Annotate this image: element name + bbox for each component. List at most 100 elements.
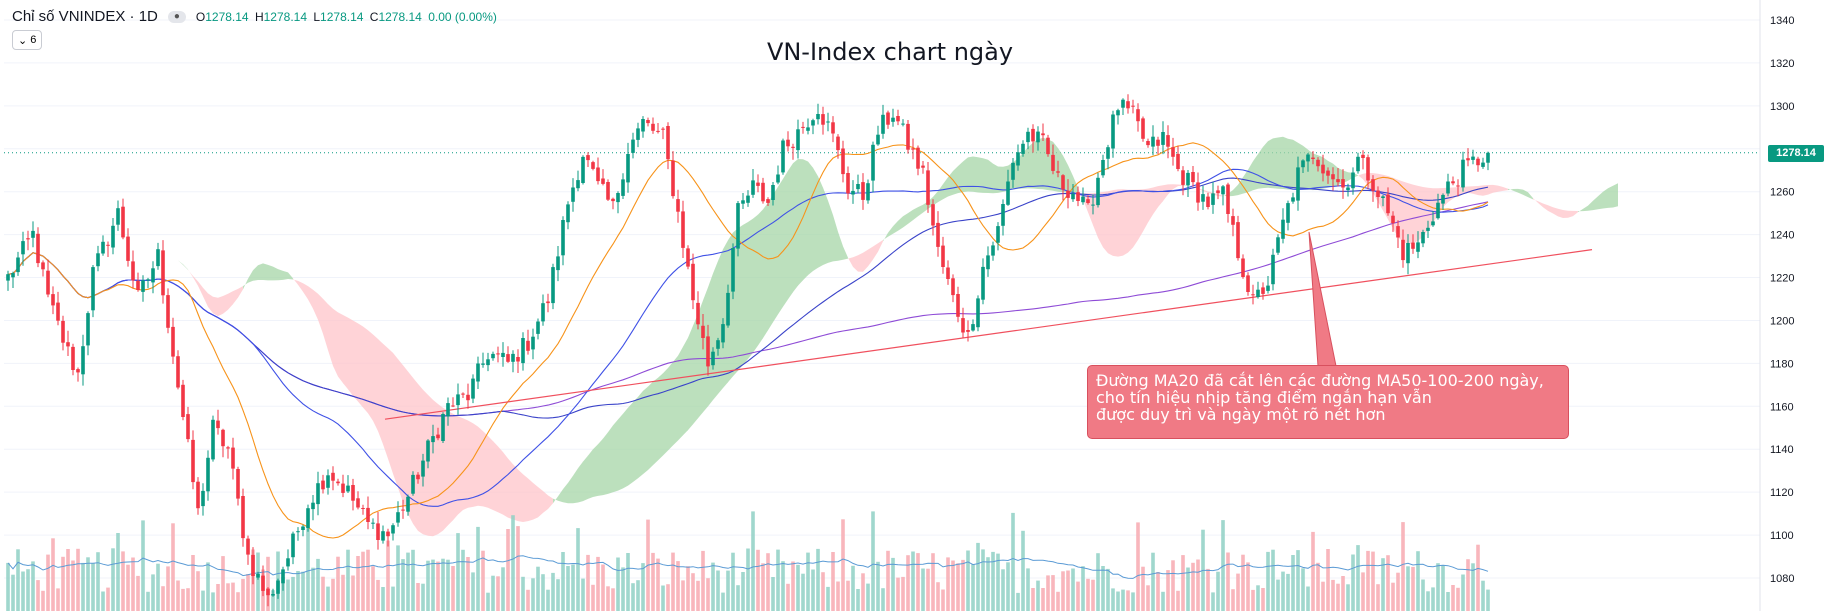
candle-body	[1451, 181, 1455, 184]
volume-bar	[586, 554, 590, 611]
volume-bar	[311, 567, 315, 611]
candle-body	[781, 140, 785, 173]
candle-body	[291, 533, 295, 558]
candle-body	[1456, 185, 1460, 187]
volume-bar	[1026, 568, 1030, 611]
volume-bar	[306, 528, 310, 611]
ichimoku-cloud	[138, 136, 1618, 537]
candle-body	[351, 485, 355, 501]
candle-body	[251, 554, 255, 576]
candle-body	[426, 440, 430, 462]
cloud-segment	[143, 268, 148, 274]
candle-body	[881, 114, 885, 134]
candle-body	[1136, 109, 1140, 122]
cloud-segment	[1488, 184, 1493, 195]
candle-body	[256, 573, 260, 578]
volume-bar	[976, 542, 980, 611]
candle-body	[486, 359, 490, 366]
volume-bar	[181, 588, 185, 611]
candle-body	[1336, 179, 1340, 183]
candle-body	[411, 474, 415, 494]
candle-body	[1271, 254, 1275, 285]
cloud-segment	[423, 389, 428, 536]
candle-body	[56, 302, 60, 321]
cloud-segment	[378, 339, 383, 445]
candle-body	[996, 226, 1000, 243]
volume-bar	[891, 557, 895, 611]
volume-bar	[1001, 569, 1005, 611]
candle-body	[1131, 105, 1135, 107]
eye-icon[interactable]: ●	[167, 10, 186, 23]
cloud-segment	[968, 156, 973, 192]
volume-bar	[361, 551, 365, 611]
cloud-segment	[538, 487, 543, 518]
candle-body	[546, 301, 550, 304]
candle-body	[1436, 202, 1440, 219]
cloud-segment	[393, 352, 398, 488]
candle-body	[1121, 99, 1125, 108]
candle-body	[306, 508, 310, 529]
volume-bar	[936, 582, 940, 611]
annotation-box[interactable]: Đường MA20 đã cắt lên các đường MA50-100…	[1087, 365, 1569, 439]
trendline	[384, 249, 1593, 420]
volume-bar	[981, 549, 985, 611]
candle-body	[96, 253, 100, 267]
volume-bar	[1351, 554, 1355, 611]
volume-bar	[366, 549, 370, 611]
candle-body	[821, 114, 825, 125]
candle-body	[701, 325, 705, 338]
candle-body	[751, 180, 755, 195]
volume-bar	[241, 578, 245, 611]
candle-body	[316, 483, 320, 505]
y-tick-label: 1260	[1770, 187, 1794, 199]
candle-body	[711, 351, 715, 366]
volume-bar	[686, 566, 690, 611]
cloud-segment	[1023, 147, 1028, 189]
y-tick-label: 1120	[1770, 487, 1794, 499]
cloud-segment	[723, 240, 728, 388]
cloud-segment	[1478, 185, 1483, 196]
volume-bar	[1121, 589, 1125, 611]
volume-bar	[581, 578, 585, 611]
cloud-segment	[283, 270, 288, 280]
volume-bar	[266, 556, 270, 611]
candle-body	[871, 144, 875, 181]
cloud-segment	[993, 163, 998, 194]
collapse-indicators-button[interactable]: ⌄ 6	[12, 30, 43, 50]
cloud-segment	[1053, 141, 1058, 192]
cloud-segment	[1563, 210, 1568, 218]
volume-bar	[556, 579, 560, 611]
cloud-segment	[173, 256, 178, 261]
volume-bar	[1036, 580, 1040, 611]
volume-bar	[301, 571, 305, 611]
volume-bar	[81, 562, 85, 611]
candle-body	[976, 298, 980, 328]
candle-body	[1086, 199, 1090, 203]
volume-bar	[781, 561, 785, 611]
cloud-segment	[1503, 187, 1508, 191]
volume-bar	[1126, 590, 1130, 611]
cloud-segment	[888, 226, 893, 237]
candle-body	[1326, 170, 1330, 176]
volume-bar	[11, 574, 15, 611]
volume-bar	[61, 556, 65, 611]
change-value: 0.00 (0.00%)	[428, 9, 497, 24]
cloud-segment	[223, 293, 228, 314]
candle-body	[1291, 197, 1295, 202]
volume-bar	[536, 566, 540, 611]
symbol-label[interactable]: Chỉ số VNINDEX · 1D	[12, 8, 158, 25]
volume-bar	[951, 560, 955, 611]
cloud-segment	[278, 269, 283, 281]
candle-body	[1126, 101, 1130, 109]
volume-bar	[786, 583, 790, 611]
chart-title: VN-Index chart ngày	[766, 38, 1014, 66]
volume-bar	[86, 557, 90, 611]
volume-bar	[1056, 591, 1060, 611]
volume-bar	[221, 556, 225, 611]
candle-body	[521, 338, 525, 364]
volume-bar	[46, 554, 50, 611]
volume-bar	[1216, 571, 1220, 611]
cloud-segment	[148, 261, 153, 269]
cloud-segment	[1518, 188, 1523, 195]
